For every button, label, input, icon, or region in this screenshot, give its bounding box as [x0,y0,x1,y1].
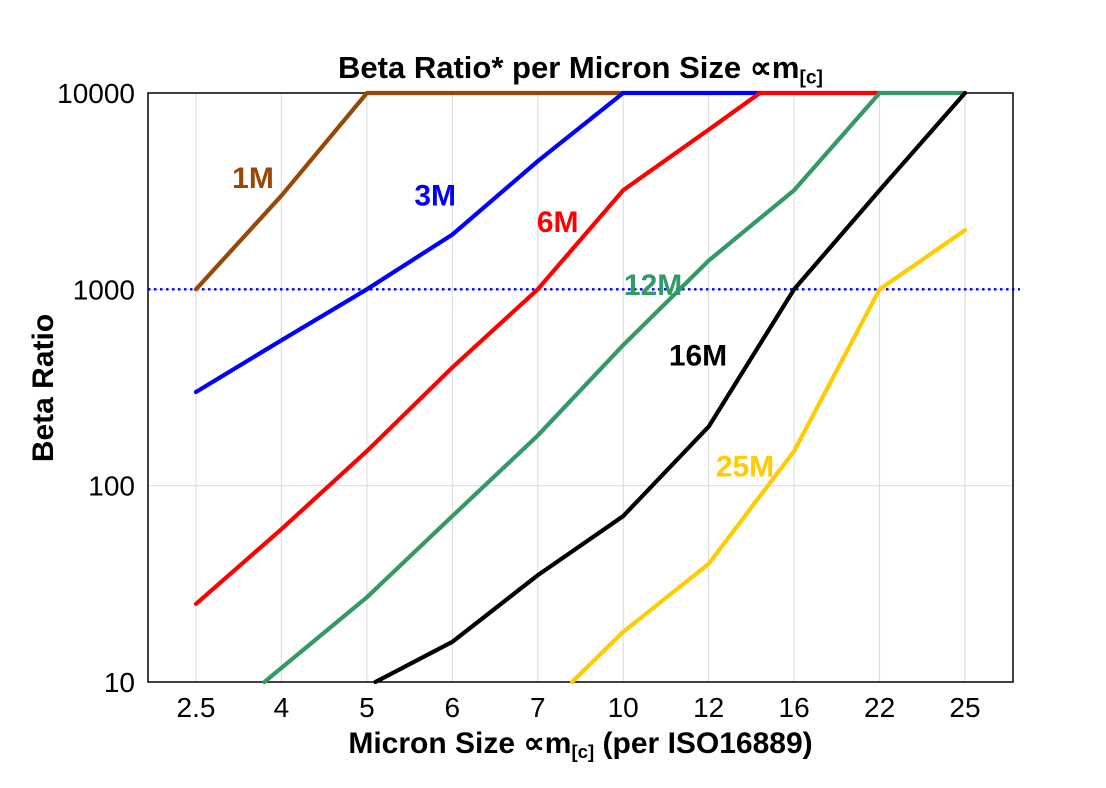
series-label-1M: 1M [232,162,274,195]
chart-title: Beta Ratio* per Micron Size ∝m[c] [148,50,1013,89]
x-tick-label: 4 [274,692,290,723]
series-line-6M [193,90,882,606]
chart-title-text: Beta Ratio* per Micron Size ∝m [338,50,800,85]
x-axis-title-suffix: (per ISO16889) [594,727,813,760]
y-tick-label: 100 [88,471,135,502]
x-tick-label: 5 [359,692,375,723]
x-tick-label: 6 [445,692,461,723]
x-axis-title-text: Micron Size ∝m [348,727,572,760]
x-tick-label: 12 [693,692,724,723]
chart-title-subscript: [c] [799,67,823,89]
y-tick-label: 1000 [73,274,135,305]
series-label-3M: 3M [414,180,456,213]
x-tick-label: 16 [779,692,810,723]
series-label-12M: 12M [624,269,682,302]
series-line-16M [373,90,968,685]
series-line-12M [262,90,968,685]
x-tick-label: 22 [864,692,895,723]
series-line-1M [193,90,626,292]
x-tick-label: 25 [949,692,980,723]
series-label-6M: 6M [537,206,579,239]
series-line-3M [193,90,762,395]
x-axis-title-subscript: [c] [571,741,595,763]
y-tick-label: 10 [104,667,135,698]
series-label-16M: 16M [669,340,727,373]
x-tick-label: 10 [608,692,639,723]
x-tick-label: 7 [530,692,546,723]
y-tick-label: 10000 [57,78,135,109]
x-axis-title: Micron Size ∝m[c] (per ISO16889) [148,726,1013,763]
series-label-25M: 25M [716,451,774,484]
series-line-25M [569,228,968,685]
x-tick-label: 2.5 [177,692,216,723]
